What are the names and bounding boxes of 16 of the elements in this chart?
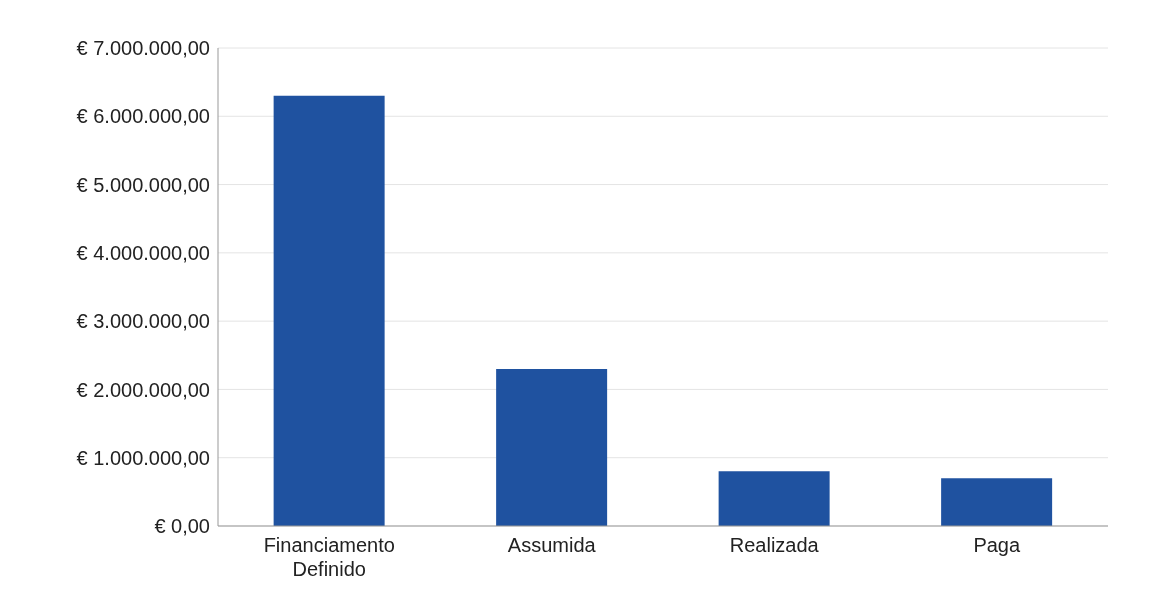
bar (718, 471, 830, 526)
x-tick-label: Paga (973, 534, 1021, 556)
bar (941, 478, 1053, 526)
y-tick-label: € 6.000.000,00 (76, 105, 210, 128)
bar (273, 95, 385, 526)
y-tick-label: € 7.000.000,00 (76, 37, 210, 60)
x-tick-label: Assumida (507, 534, 597, 556)
y-tick-label: € 3.000.000,00 (76, 310, 210, 333)
x-tick-label: Financiamento Definido (263, 534, 395, 580)
y-tick-label: € 0,00 (154, 515, 210, 538)
y-tick-label: € 2.000.000,00 (76, 378, 210, 401)
bar (496, 368, 608, 526)
y-tick-label: € 4.000.000,00 (76, 241, 210, 264)
y-tick-label: € 5.000.000,00 (76, 173, 210, 196)
x-tick-label: Realizada (729, 534, 820, 556)
y-tick-label: € 1.000.000,00 (76, 446, 210, 469)
